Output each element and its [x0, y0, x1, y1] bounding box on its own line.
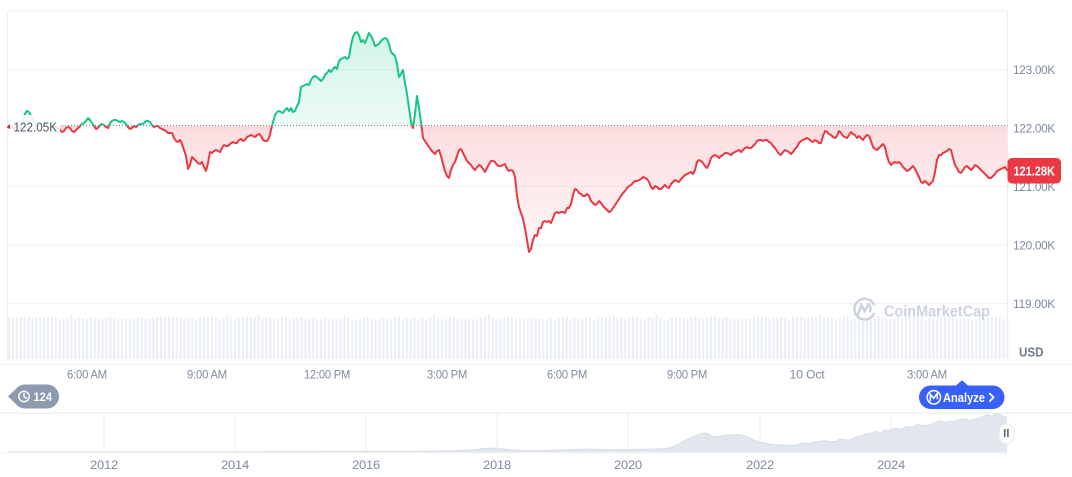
svg-text:121.28K: 121.28K — [1013, 164, 1055, 178]
svg-text:122.05K: 122.05K — [14, 119, 58, 134]
svg-text:9:00 AM: 9:00 AM — [187, 368, 227, 382]
svg-text:2016: 2016 — [352, 458, 381, 472]
svg-text:2020: 2020 — [614, 458, 643, 472]
svg-text:12:00 PM: 12:00 PM — [304, 368, 350, 382]
svg-text:2012: 2012 — [90, 458, 119, 472]
svg-text:Analyze: Analyze — [943, 390, 985, 405]
svg-text:10 Oct: 10 Oct — [790, 368, 826, 382]
svg-text:CoinMarketCap: CoinMarketCap — [884, 304, 990, 321]
svg-text:3:00 PM: 3:00 PM — [427, 368, 467, 382]
svg-text:6:00 PM: 6:00 PM — [547, 368, 587, 382]
svg-text:USD: USD — [1019, 346, 1044, 360]
svg-text:123.00K: 123.00K — [1013, 63, 1055, 77]
svg-text:120.00K: 120.00K — [1013, 238, 1055, 252]
svg-text:9:00 PM: 9:00 PM — [667, 368, 707, 382]
svg-text:122.00K: 122.00K — [1013, 121, 1055, 135]
svg-text:2022: 2022 — [746, 458, 775, 472]
svg-text:2014: 2014 — [221, 458, 250, 472]
svg-text:3:00 AM: 3:00 AM — [907, 368, 947, 382]
svg-text:124: 124 — [34, 390, 53, 404]
svg-text:2024: 2024 — [877, 458, 906, 472]
svg-text:6:00 AM: 6:00 AM — [67, 368, 107, 382]
svg-text:2018: 2018 — [483, 458, 512, 472]
svg-text:119.00K: 119.00K — [1013, 297, 1055, 311]
